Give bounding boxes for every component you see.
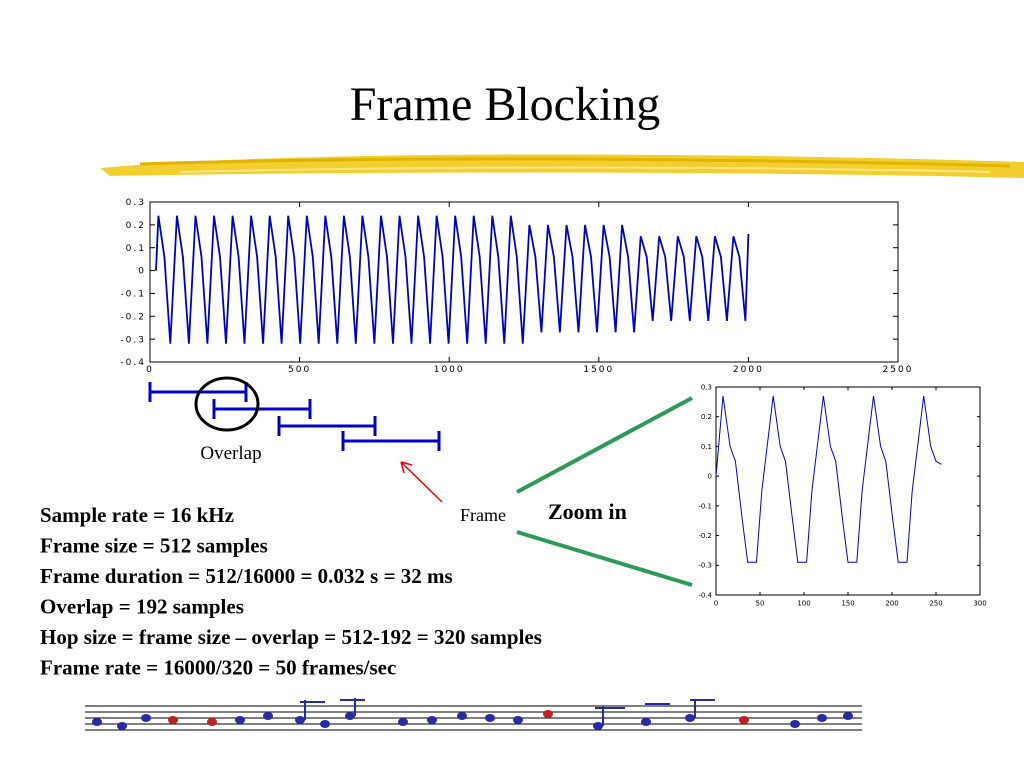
y-tick-label: -0.2 [120,312,146,322]
note-line: Hop size = frame size – overlap = 512-19… [40,625,542,649]
note-line: Frame rate = 16000/320 = 50 frames/sec [40,656,396,680]
music-staff [85,698,862,731]
x-tick-label: 300 [973,599,986,607]
y-tick-label: -0.1 [120,290,146,300]
y-tick-label: -0.4 [120,358,146,368]
x-tick-label: 200 [885,599,898,607]
y-tick-label: 0.2 [126,221,146,231]
note-line: Sample rate = 16 kHz [40,503,234,527]
y-tick-label: 0.1 [126,244,146,254]
y-tick-label: -0.3 [698,562,712,570]
overlap-circle [194,376,260,432]
plot-frame [149,201,899,363]
y-tick-label: 0.3 [701,383,712,391]
x-tick-label: 50 [756,599,765,607]
y-tick-label: 0.3 [126,198,146,208]
x-tick-label: 1000 [434,365,465,375]
y-tick-label: -0.2 [698,532,712,540]
x-tick-label: 0 [146,365,154,375]
frame-arrow [400,461,443,503]
x-tick-label: 2500 [883,365,914,375]
y-tick-label: 0.1 [701,443,712,451]
title-underline [100,154,1024,178]
note-line: Frame duration = 512/16000 = 0.032 s = 3… [40,564,453,588]
x-tick-label: 250 [929,599,942,607]
x-tick-label: 500 [288,365,311,375]
notes: Sample rate = 16 kHz Frame size = 512 sam… [40,503,542,680]
frame-bars [148,382,441,451]
y-tick-label: 0 [138,267,146,277]
zoom-lines [516,396,693,587]
note-line: Frame size = 512 samples [40,534,268,558]
zoom-label: Zoom in [548,499,627,524]
slide-title: Frame Blocking [350,78,661,131]
x-tick-label: 2000 [733,365,764,375]
y-tick-label: -0.1 [698,502,712,510]
y-tick-label: -0.3 [120,335,146,345]
x-tick-label: 1500 [583,365,614,375]
y-tick-label: 0 [708,473,712,481]
frame-label: Frame [460,505,506,525]
y-tick-label: -0.4 [698,591,712,599]
waveform-line [155,215,750,344]
x-tick-label: 100 [797,599,810,607]
waveform-line [715,395,942,563]
plot-frame [715,386,981,596]
y-tick-label: 0.2 [701,413,712,421]
overlap-label: Overlap [200,443,261,464]
x-tick-label: 150 [841,599,854,607]
note-line: Overlap = 192 samples [40,595,244,619]
x-tick-label: 0 [714,599,718,607]
